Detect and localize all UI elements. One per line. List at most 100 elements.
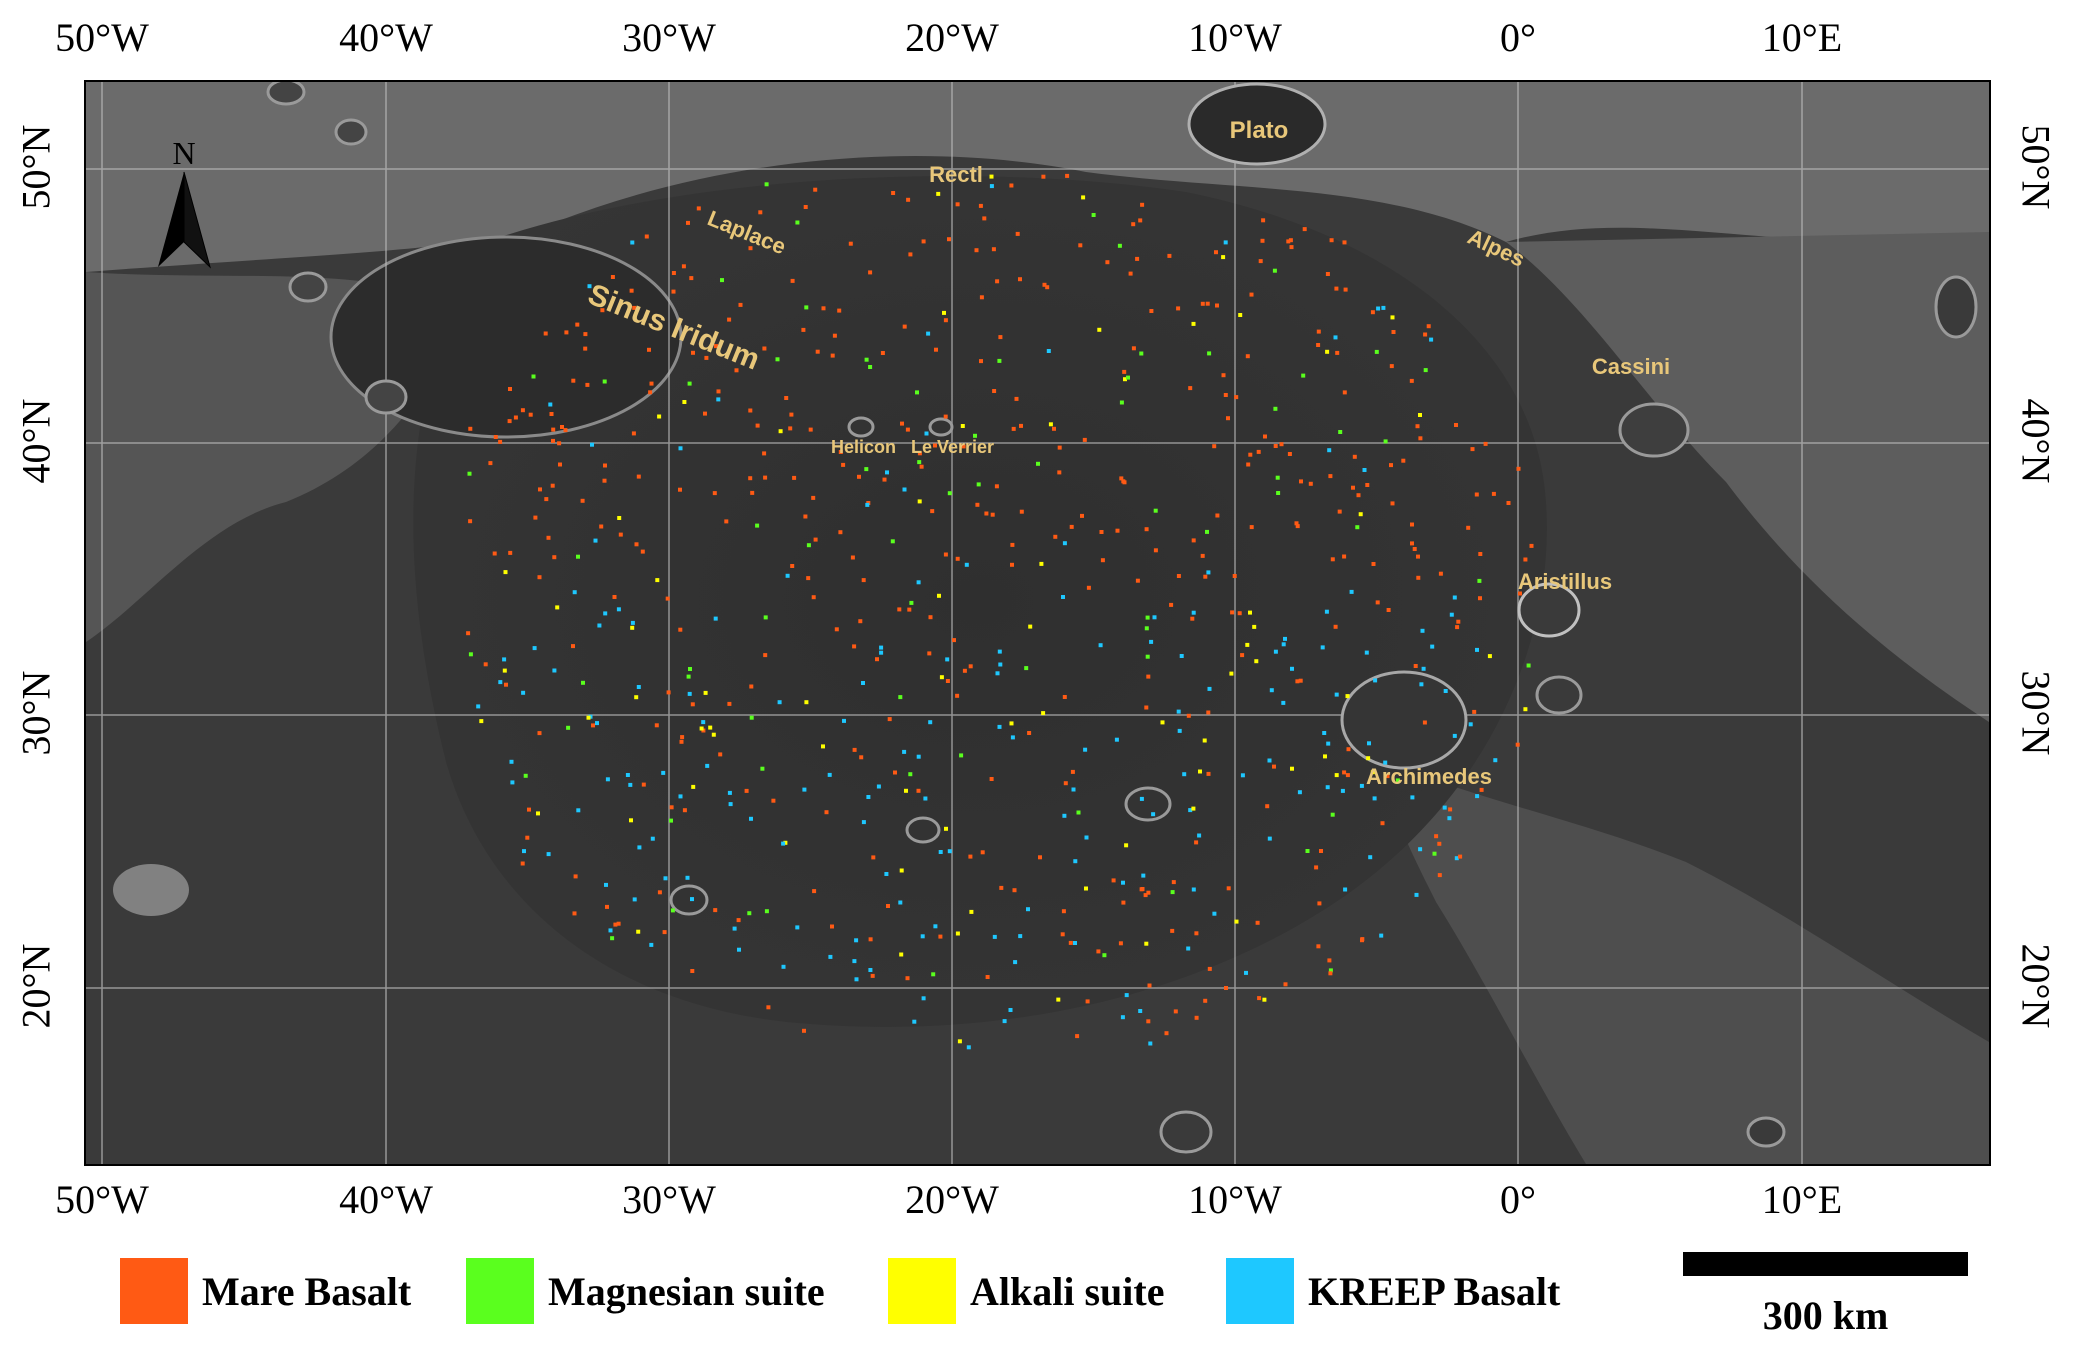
sample-point <box>1202 738 1207 743</box>
sample-point <box>1194 1015 1199 1020</box>
sample-point <box>669 805 674 810</box>
sample-point <box>792 475 797 480</box>
sample-point <box>1215 513 1220 518</box>
sample-point <box>891 191 896 195</box>
sample-point <box>1139 796 1144 801</box>
sample-point <box>525 835 530 840</box>
sample-point <box>1099 530 1104 534</box>
sample-point <box>966 1045 971 1050</box>
sample-point <box>763 653 768 658</box>
lon-tick-top: 10°W <box>1188 15 1282 60</box>
sample-point <box>649 942 654 947</box>
sample-point <box>1449 612 1454 617</box>
sample-point <box>1324 609 1329 614</box>
sample-point <box>1320 645 1325 650</box>
sample-point <box>1191 321 1196 326</box>
sample-point <box>1360 938 1364 943</box>
sample-point <box>1160 720 1165 725</box>
sample-point <box>1097 327 1102 332</box>
sample-point <box>1410 522 1414 527</box>
sample-point <box>916 754 921 759</box>
sample-point <box>690 702 695 707</box>
sample-point <box>636 929 641 934</box>
sample-point <box>1328 971 1333 976</box>
sample-point <box>1337 509 1342 514</box>
sample-point <box>718 752 723 757</box>
sample-point <box>618 532 623 537</box>
scale-bar-label: 300 km <box>1762 1293 1889 1338</box>
sample-point <box>937 593 941 598</box>
sample-point <box>1420 628 1425 633</box>
legend-magnesian-suite: Magnesian suite <box>466 1258 825 1324</box>
sample-point <box>748 246 753 251</box>
sample-point <box>1385 774 1390 779</box>
sample-point <box>1238 313 1243 317</box>
sample-point <box>1395 778 1400 783</box>
sample-point <box>1144 941 1149 946</box>
sample-point <box>1523 707 1528 712</box>
sample-point <box>703 690 708 695</box>
sample-point <box>1009 183 1014 188</box>
sample-point <box>1358 512 1363 517</box>
sample-point <box>1246 462 1251 467</box>
sample-point <box>552 555 557 560</box>
sample-point <box>978 203 983 208</box>
sample-point <box>689 276 694 281</box>
sample-point <box>864 467 869 472</box>
label-rectl: Rectl <box>929 162 983 187</box>
sample-point <box>705 763 710 768</box>
sample-point <box>509 759 514 764</box>
sample-point <box>1423 332 1428 337</box>
sample-point <box>713 908 718 913</box>
sample-point <box>1281 700 1286 705</box>
sample-point <box>763 615 768 620</box>
sample-point <box>1286 239 1291 244</box>
sample-point <box>690 897 694 902</box>
sample-point <box>1186 713 1191 718</box>
sample-point <box>1390 501 1395 506</box>
sample-point <box>1374 349 1379 354</box>
sample-point <box>1062 813 1067 818</box>
sample-point <box>1012 888 1017 893</box>
sample-point <box>1075 1034 1080 1039</box>
sample-point <box>865 502 870 507</box>
sample-point <box>1317 901 1322 906</box>
sample-point <box>1190 616 1195 621</box>
sample-point <box>821 744 825 749</box>
sample-point <box>551 438 555 443</box>
sample-point <box>669 818 673 823</box>
sample-point <box>1191 806 1196 811</box>
sample-point <box>927 651 932 656</box>
sample-point <box>944 826 948 831</box>
sample-point <box>868 270 873 275</box>
sample-point <box>1370 310 1375 315</box>
sample-point <box>1506 501 1511 505</box>
sample-point <box>930 509 935 514</box>
sample-point <box>551 427 556 432</box>
sample-point <box>1474 492 1479 497</box>
sample-point <box>830 924 834 929</box>
sample-point <box>1018 277 1022 282</box>
sample-point <box>1148 1041 1153 1046</box>
sample-point <box>813 537 818 542</box>
sample-point <box>834 627 839 632</box>
sample-point <box>595 721 599 726</box>
sample-point <box>912 1019 917 1024</box>
sample-point <box>1523 557 1528 562</box>
sample-point <box>1391 330 1396 334</box>
sample-point <box>1063 781 1068 786</box>
sample-point <box>976 482 981 487</box>
sample-point <box>566 725 571 730</box>
sample-point <box>1048 422 1053 427</box>
sample-point <box>1314 865 1319 870</box>
sample-point <box>1447 816 1452 821</box>
sample-point <box>1086 585 1091 590</box>
crater-le-verrier <box>928 417 954 437</box>
sample-point <box>604 882 608 887</box>
sample-point <box>828 954 833 959</box>
sample-point <box>1145 615 1150 620</box>
sample-point <box>629 288 634 293</box>
sample-point <box>1283 982 1288 987</box>
sample-point <box>979 295 984 300</box>
sample-point <box>1118 941 1123 946</box>
